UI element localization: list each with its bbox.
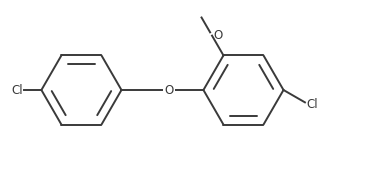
Text: O: O (213, 29, 222, 42)
Text: Cl: Cl (306, 98, 318, 111)
Text: Cl: Cl (12, 84, 23, 96)
Text: O: O (164, 84, 174, 96)
